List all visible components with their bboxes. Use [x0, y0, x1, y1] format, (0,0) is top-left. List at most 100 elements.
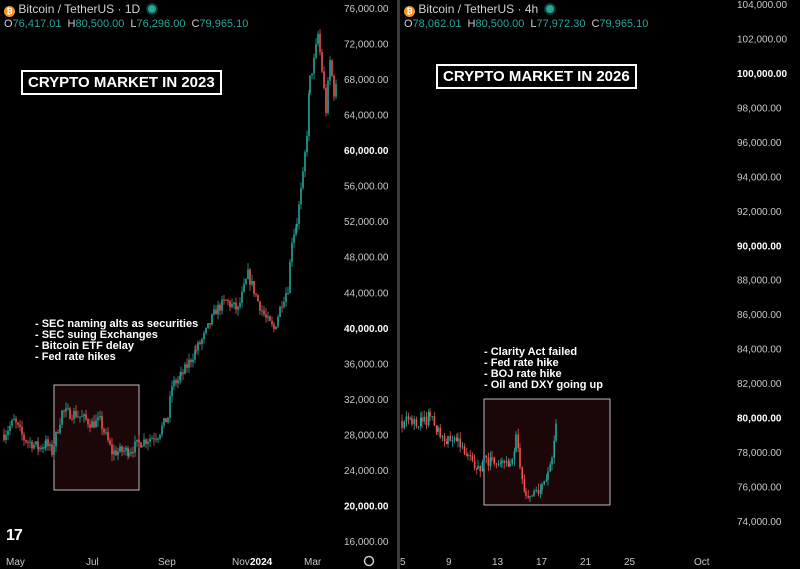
x-tick-label: Sep — [158, 557, 176, 568]
candle — [467, 455, 469, 457]
chart-panel-2026[interactable]: 104,000.00 102,000.00 100,000.00 98,000.00 9… — [400, 0, 800, 569]
y-tick-label: 48,000.00 — [344, 253, 389, 264]
candle — [481, 462, 484, 472]
candle — [471, 455, 474, 461]
candle — [21, 426, 23, 435]
candle — [533, 490, 535, 496]
candle — [57, 431, 59, 433]
candle — [165, 418, 167, 423]
candle — [201, 339, 203, 345]
candle — [469, 455, 471, 457]
market-status-icon — [545, 5, 554, 13]
candle — [447, 435, 449, 445]
y-tick-label: 68,000.00 — [344, 75, 389, 86]
candle — [435, 425, 438, 432]
candle — [59, 424, 61, 433]
candle — [263, 310, 265, 315]
y-tick-label: 86,000.00 — [737, 310, 782, 321]
symbol-header: ₿ Bitcoin / TetherUS · 1D — [4, 2, 156, 17]
candle — [103, 429, 105, 433]
candle — [429, 411, 431, 417]
candle — [49, 444, 51, 447]
candle — [140, 442, 142, 448]
candle — [483, 455, 485, 463]
candle — [79, 416, 81, 418]
candle — [443, 435, 446, 442]
candle — [417, 426, 420, 428]
x-tick-label: Oct — [694, 557, 710, 568]
candle — [335, 83, 337, 97]
candle — [149, 438, 151, 442]
candle — [271, 320, 273, 325]
candle — [425, 416, 428, 426]
candle — [285, 293, 287, 302]
y-tick-label: 28,000.00 — [344, 430, 389, 441]
ohlc-open: 78,062.01 — [412, 18, 462, 30]
candle — [157, 438, 159, 440]
candle — [99, 415, 101, 418]
chart-2026[interactable]: 104,000.00 102,000.00 100,000.00 98,000.00 9… — [400, 0, 800, 569]
y-tick-label: 80,000.00 — [737, 414, 782, 425]
candle — [217, 304, 219, 315]
candle — [463, 446, 466, 455]
candle — [38, 447, 40, 449]
candle — [179, 375, 181, 380]
candle — [304, 152, 306, 172]
candle — [539, 489, 542, 494]
candle — [407, 416, 410, 420]
ohlc-close: 79,965.10 — [599, 18, 649, 30]
candle — [83, 414, 85, 417]
candle — [327, 80, 329, 113]
candle — [194, 350, 196, 360]
note-line: - Fed rate hikes — [35, 351, 116, 363]
ohlc-open: 76,417.01 — [12, 18, 62, 30]
y-tick-label: 76,000.00 — [344, 4, 389, 15]
candle — [479, 465, 481, 472]
chart-title-2023: CRYPTO MARKET IN 2023 — [21, 70, 222, 95]
candle — [231, 304, 233, 307]
candle — [132, 451, 134, 453]
candle — [203, 333, 205, 340]
candle — [543, 481, 545, 485]
candle — [211, 314, 213, 325]
candle — [527, 495, 529, 498]
y-tick-label: 24,000.00 — [344, 466, 389, 477]
candle — [446, 441, 448, 445]
candle — [161, 425, 163, 435]
candle — [300, 188, 302, 205]
candle — [109, 440, 111, 445]
candle — [415, 419, 418, 427]
candle — [275, 326, 277, 330]
candle — [93, 421, 95, 428]
candle — [317, 33, 319, 44]
panel-divider[interactable] — [397, 0, 400, 569]
y-tick-label: 102,000.00 — [737, 34, 787, 45]
candle — [177, 379, 179, 384]
candle — [145, 439, 147, 444]
candle — [257, 295, 259, 302]
chart-2023[interactable]: 76,000.00 72,000.00 68,000.00 64,000.00 60,0… — [0, 0, 397, 569]
candle — [128, 453, 130, 456]
x-tick-label: 17 — [536, 557, 548, 568]
candle — [551, 457, 553, 465]
candle — [15, 418, 17, 423]
chart-panel-2023[interactable]: 76,000.00 72,000.00 68,000.00 64,000.00 60,0… — [0, 0, 397, 569]
candle — [37, 441, 39, 449]
x-tick-label: 25 — [624, 557, 636, 568]
candle — [245, 279, 247, 285]
candle — [273, 324, 275, 330]
y-tick-label: 72,000.00 — [344, 40, 389, 51]
tradingview-logo[interactable]: 17 — [6, 527, 23, 544]
candle — [197, 342, 199, 351]
y-tick-label: 64,000.00 — [344, 111, 389, 122]
candle — [411, 418, 413, 425]
candle — [153, 438, 155, 440]
candle — [147, 441, 149, 444]
y-tick-label: 60,000.00 — [344, 146, 389, 157]
candle — [529, 496, 531, 498]
interval-label: 1D — [124, 2, 141, 16]
candle — [279, 306, 281, 317]
candle — [45, 439, 47, 447]
candle — [531, 495, 533, 497]
candle — [291, 242, 293, 262]
